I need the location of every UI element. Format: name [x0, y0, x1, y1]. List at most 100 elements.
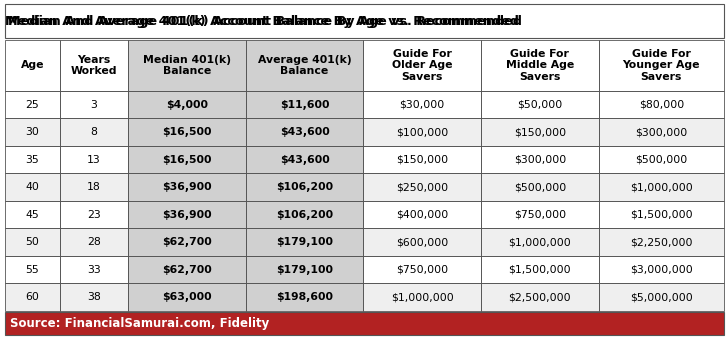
- Text: $400,000: $400,000: [396, 210, 448, 220]
- Bar: [598, 201, 724, 228]
- Text: $16,500: $16,500: [162, 155, 212, 165]
- Bar: [598, 146, 724, 174]
- Bar: [245, 40, 363, 91]
- Bar: [5, 201, 60, 228]
- Text: $50,000: $50,000: [518, 100, 563, 110]
- Text: $36,900: $36,900: [162, 182, 212, 192]
- Bar: [245, 283, 363, 311]
- Bar: [5, 91, 60, 118]
- Text: Age: Age: [20, 60, 44, 70]
- Bar: [60, 146, 128, 174]
- Bar: [363, 40, 481, 91]
- Bar: [5, 174, 60, 201]
- Text: $43,600: $43,600: [280, 155, 329, 165]
- Bar: [128, 40, 245, 91]
- Bar: [245, 40, 363, 91]
- Bar: [245, 146, 363, 174]
- Bar: [245, 283, 363, 311]
- Bar: [5, 228, 60, 256]
- Bar: [481, 40, 598, 91]
- Bar: [60, 228, 128, 256]
- Bar: [5, 228, 60, 256]
- Bar: [245, 91, 363, 118]
- Text: $4,000: $4,000: [166, 100, 207, 110]
- Bar: [598, 228, 724, 256]
- Bar: [363, 283, 481, 311]
- Text: 25: 25: [25, 100, 39, 110]
- Bar: [598, 91, 724, 118]
- Bar: [363, 174, 481, 201]
- Text: 55: 55: [25, 265, 39, 275]
- Text: Years
Worked: Years Worked: [71, 55, 117, 76]
- Bar: [481, 40, 598, 91]
- Text: $500,000: $500,000: [514, 182, 566, 192]
- Text: $2,250,000: $2,250,000: [630, 237, 692, 247]
- Bar: [245, 228, 363, 256]
- Bar: [128, 146, 245, 174]
- Bar: [128, 228, 245, 256]
- Bar: [245, 201, 363, 228]
- Text: $600,000: $600,000: [396, 237, 448, 247]
- Bar: [481, 201, 598, 228]
- Bar: [363, 91, 481, 118]
- Text: $1,500,000: $1,500,000: [630, 210, 692, 220]
- Bar: [128, 40, 245, 91]
- Text: $62,700: $62,700: [162, 237, 212, 247]
- Bar: [128, 91, 245, 118]
- Bar: [363, 201, 481, 228]
- Bar: [128, 174, 245, 201]
- Text: $150,000: $150,000: [396, 155, 448, 165]
- Bar: [128, 256, 245, 283]
- Bar: [363, 256, 481, 283]
- Bar: [5, 118, 60, 146]
- Text: 30: 30: [25, 127, 39, 137]
- Bar: [245, 256, 363, 283]
- Text: 38: 38: [87, 292, 100, 302]
- Text: $100,000: $100,000: [396, 127, 448, 137]
- Bar: [481, 91, 598, 118]
- Bar: [60, 91, 128, 118]
- Bar: [5, 283, 60, 311]
- Bar: [128, 228, 245, 256]
- Text: $11,600: $11,600: [280, 100, 329, 110]
- Bar: [60, 283, 128, 311]
- Text: 23: 23: [87, 210, 100, 220]
- Bar: [598, 256, 724, 283]
- Text: Median And Average 401(k) Account Balance By Age vs. Recommended: Median And Average 401(k) Account Balanc…: [8, 14, 522, 28]
- Bar: [481, 174, 598, 201]
- Bar: [598, 174, 724, 201]
- Bar: [598, 118, 724, 146]
- Bar: [363, 174, 481, 201]
- Text: $300,000: $300,000: [636, 127, 687, 137]
- Text: $16,500: $16,500: [162, 127, 212, 137]
- Bar: [481, 228, 598, 256]
- Bar: [5, 312, 724, 335]
- Bar: [60, 283, 128, 311]
- Bar: [481, 118, 598, 146]
- Bar: [363, 40, 481, 91]
- Bar: [60, 256, 128, 283]
- Text: Guide For
Middle Age
Savers: Guide For Middle Age Savers: [506, 49, 574, 82]
- Text: 33: 33: [87, 265, 100, 275]
- Bar: [128, 118, 245, 146]
- Text: $300,000: $300,000: [514, 155, 566, 165]
- Bar: [60, 118, 128, 146]
- Text: 60: 60: [25, 292, 39, 302]
- Bar: [60, 228, 128, 256]
- Text: $1,500,000: $1,500,000: [509, 265, 571, 275]
- Bar: [481, 146, 598, 174]
- Bar: [245, 146, 363, 174]
- Bar: [128, 283, 245, 311]
- Bar: [60, 174, 128, 201]
- Bar: [598, 256, 724, 283]
- Text: $750,000: $750,000: [396, 265, 448, 275]
- Bar: [60, 40, 128, 91]
- Bar: [60, 146, 128, 174]
- Bar: [60, 256, 128, 283]
- Text: Guide For
Older Age
Savers: Guide For Older Age Savers: [392, 49, 453, 82]
- Bar: [363, 91, 481, 118]
- Text: $43,600: $43,600: [280, 127, 329, 137]
- Bar: [481, 283, 598, 311]
- Text: 28: 28: [87, 237, 100, 247]
- Text: $179,100: $179,100: [276, 237, 333, 247]
